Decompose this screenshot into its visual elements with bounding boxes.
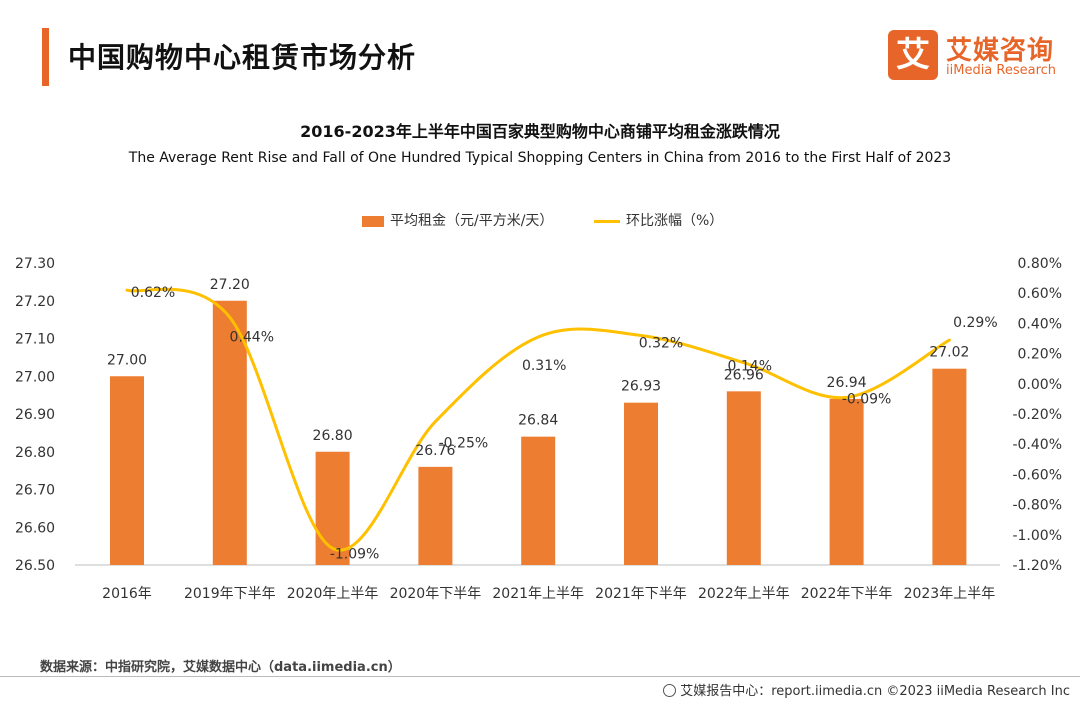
rent-bar [521,436,556,565]
rent-bar-value-label: 26.96 [724,367,764,383]
legend-item-rent: 平均租金（元/平方米/天） [362,210,553,232]
y-right-tick-label: -0.40% [1012,437,1062,453]
logo-english-name: iiMedia Research [946,63,1057,78]
footer-divider [0,676,1080,677]
growth-rate-value-label: -0.09% [842,391,892,407]
title-accent-bar [42,28,49,86]
globe-icon [663,684,677,697]
x-category-label: 2022年下半年 [801,586,893,602]
rent-bar [829,398,864,565]
growth-rate-value-label: 0.44% [230,329,274,345]
rent-bar [110,376,144,565]
y-right-tick-label: 0.40% [1018,316,1062,332]
legend-line-swatch [594,219,620,223]
y-right-tick-label: -1.00% [1012,528,1062,544]
rent-bar-value-label: 26.80 [313,428,353,444]
iimedia-logo: 艾 艾媒咨询 iiMedia Research [888,30,1063,82]
legend-item-growth: 环比涨幅（%） [594,210,723,232]
rent-bar-value-label: 26.84 [518,413,558,429]
rent-bar [315,451,350,565]
y-left-tick-label: 27.00 [15,369,55,385]
x-category-label: 2022年上半年 [698,586,790,602]
chart-subtitle: The Average Rent Rise and Fall of One Hu… [128,150,952,166]
rent-bar [418,466,453,565]
logo-mark: 艾 [888,30,938,80]
y-right-tick-label: 0.80% [1018,256,1062,272]
rent-bar-value-label: 26.76 [415,443,455,459]
y-right-tick-label: 0.00% [1018,377,1062,393]
x-category-label: 2016年 [102,586,152,602]
y-left-tick-label: 26.80 [15,445,55,461]
growth-rate-line [125,287,951,552]
x-category-label: 2021年上半年 [492,586,584,602]
y-right-tick-label: -0.20% [1012,407,1062,423]
growth-rate-value-label: -1.09% [330,546,380,562]
rent-bar [212,300,247,565]
x-category-label: 2020年上半年 [287,586,379,602]
x-category-label: 2019年下半年 [184,586,276,602]
logo-chinese-name: 艾媒咨询 [946,36,1055,66]
legend-label-growth: 环比涨幅（%） [626,213,724,229]
growth-rate-value-label: 0.14% [728,359,772,375]
y-left-tick-label: 27.20 [15,294,55,310]
growth-rate-value-label: 0.32% [639,335,683,351]
combo-chart: 26.50 26.60 26.70 26.80 26.90 27.00 27.10 27.20… [15,256,1062,602]
footer-copyright: 艾媒报告中心：report.iimedia.cn ©2023 iiMedia R… [663,680,1070,699]
growth-rate-value-label: 0.29% [953,315,997,331]
data-source-note: 数据来源：中指研究院，艾媒数据中心（data.iimedia.cn） [40,660,401,675]
header: 中国购物中心租赁市场分析 艾 艾媒咨询 iiMedia Research [0,0,1080,100]
y-left-tick-label: 27.10 [15,332,55,348]
legend-label-rent: 平均租金（元/平方米/天） [390,213,554,229]
y-right-tick-label: 0.20% [1018,347,1062,363]
rent-bar [726,391,761,565]
footer-copyright-text: 艾媒报告中心：report.iimedia.cn ©2023 iiMedia R… [680,684,1070,699]
rent-bar [932,368,967,565]
growth-rate-value-label: 0.31% [522,358,566,374]
y-right-tick-label: -1.20% [1012,558,1062,574]
y-left-tick-label: 27.30 [15,256,55,272]
page-title: 中国购物中心租赁市场分析 [68,41,417,74]
y-right-tick-label: 0.60% [1018,286,1062,302]
x-category-label: 2021年下半年 [595,586,687,602]
rent-bar-value-label: 27.00 [107,352,147,368]
rent-bar [624,402,658,565]
rent-bar-value-label: 27.20 [210,277,250,293]
x-category-label: 2023年上半年 [904,586,996,602]
y-left-tick-label: 26.50 [15,558,55,574]
growth-rate-value-label: -0.25% [439,436,489,452]
chart-title: 2016-2023年上半年中国百家典型购物中心商铺平均租金涨跌情况 [300,122,780,141]
chart-legend: 平均租金（元/平方米/天） 环比涨幅（%） [0,210,1080,232]
rent-bar-value-label: 26.93 [621,379,661,395]
growth-rate-value-label: 0.62% [131,285,175,301]
y-right-tick-label: -0.60% [1012,467,1062,483]
y-left-tick-label: 26.70 [15,483,55,499]
y-left-tick-label: 26.60 [15,520,55,536]
y-left-tick-label: 26.90 [15,407,55,423]
x-category-label: 2020年下半年 [390,586,482,602]
legend-bar-swatch [362,215,384,227]
y-right-tick-label: -0.80% [1012,498,1062,514]
rent-bar-value-label: 27.02 [929,345,969,361]
rent-bar-value-label: 26.94 [827,375,867,391]
